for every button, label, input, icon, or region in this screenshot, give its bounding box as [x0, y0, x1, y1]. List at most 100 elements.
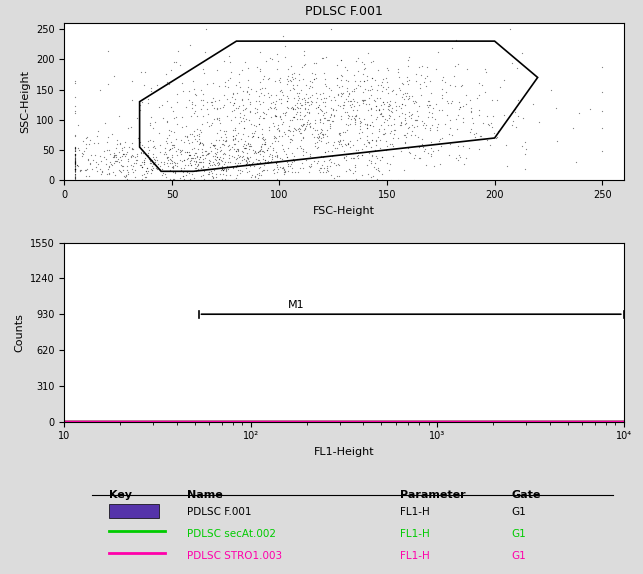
Text: FL1-H: FL1-H: [400, 550, 430, 561]
Point: [341, 155, 352, 164]
Point: [377, 152, 387, 161]
Point: [271, 112, 281, 121]
Point: [241, 144, 251, 153]
Point: [280, 53, 290, 62]
Point: [259, 136, 269, 145]
Point: [276, 119, 287, 129]
Point: [244, 99, 255, 108]
Point: [416, 90, 426, 99]
Point: [448, 96, 458, 106]
Point: [148, 142, 158, 152]
Point: [185, 129, 195, 138]
Point: [251, 121, 261, 130]
Point: [219, 90, 229, 99]
Point: [383, 104, 394, 114]
Point: [183, 138, 194, 147]
Point: [316, 95, 326, 104]
Point: [379, 118, 390, 127]
Point: [202, 117, 212, 126]
Point: [377, 77, 387, 87]
Point: [212, 144, 222, 153]
Point: [310, 142, 320, 151]
Point: [340, 146, 350, 155]
Point: [233, 150, 243, 159]
Point: [123, 154, 134, 163]
Point: [322, 131, 332, 141]
Point: [305, 92, 315, 102]
Point: [167, 144, 177, 153]
Point: [190, 149, 200, 158]
Point: [132, 133, 143, 142]
Point: [70, 164, 80, 173]
Point: [298, 120, 309, 129]
Point: [126, 122, 136, 131]
Point: [475, 132, 485, 141]
Point: [278, 144, 288, 153]
Point: [304, 107, 314, 116]
Point: [509, 106, 519, 115]
Point: [401, 91, 411, 100]
Point: [150, 143, 160, 152]
Point: [597, 146, 608, 156]
Point: [186, 98, 197, 107]
Point: [453, 111, 464, 120]
Point: [374, 167, 384, 176]
Point: [167, 141, 177, 150]
Point: [254, 164, 264, 173]
Point: [350, 114, 360, 123]
Point: [404, 122, 414, 131]
Point: [103, 164, 113, 173]
Point: [401, 77, 412, 86]
Point: [82, 165, 93, 174]
Point: [70, 165, 80, 174]
Point: [143, 145, 154, 154]
Point: [346, 102, 356, 111]
Y-axis label: SSC-Height: SSC-Height: [21, 70, 30, 133]
Point: [221, 165, 231, 174]
Point: [217, 174, 227, 184]
Point: [256, 88, 266, 98]
Point: [316, 105, 326, 114]
Point: [293, 91, 303, 100]
Point: [512, 64, 523, 73]
Point: [190, 90, 201, 99]
Point: [361, 135, 372, 145]
Point: [145, 158, 155, 168]
Point: [76, 165, 86, 174]
Point: [162, 117, 172, 126]
Point: [136, 68, 146, 77]
Point: [342, 126, 352, 135]
Point: [139, 158, 149, 167]
Point: [248, 145, 258, 154]
Point: [186, 138, 197, 147]
Point: [104, 161, 114, 170]
Point: [194, 154, 204, 164]
Point: [70, 171, 80, 180]
Point: [204, 159, 214, 168]
Point: [219, 150, 230, 159]
Point: [70, 164, 80, 173]
Point: [190, 149, 201, 158]
Point: [185, 150, 195, 160]
Point: [253, 170, 264, 180]
Point: [240, 104, 250, 114]
Point: [212, 113, 222, 122]
Point: [70, 143, 80, 152]
Point: [314, 131, 324, 140]
Point: [268, 144, 278, 153]
Point: [478, 118, 489, 127]
Point: [206, 176, 217, 185]
Point: [70, 165, 80, 174]
Point: [248, 157, 258, 166]
Point: [334, 160, 344, 169]
Point: [179, 131, 190, 141]
Point: [218, 153, 228, 162]
Point: [372, 174, 382, 184]
Point: [106, 160, 116, 169]
Point: [360, 95, 370, 104]
Point: [404, 93, 414, 102]
Point: [198, 64, 208, 73]
Point: [371, 106, 381, 115]
Point: [118, 161, 128, 170]
Point: [229, 139, 239, 149]
